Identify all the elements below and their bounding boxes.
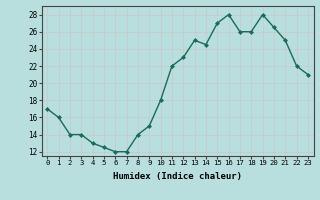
X-axis label: Humidex (Indice chaleur): Humidex (Indice chaleur) [113, 172, 242, 181]
